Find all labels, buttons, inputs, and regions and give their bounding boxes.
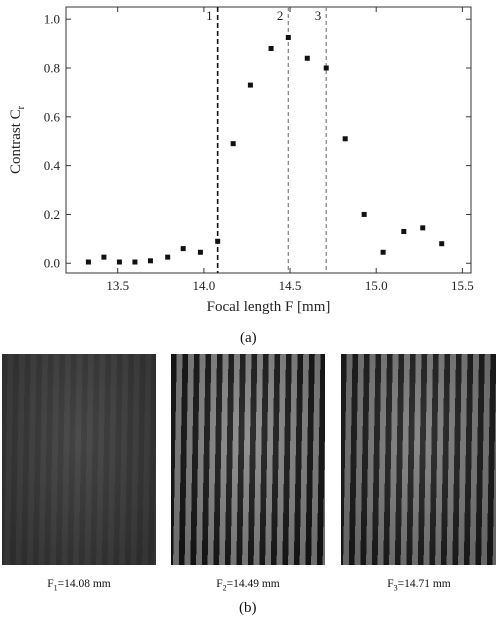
contrast-chart: 13.5 14.0 14.5 15.0 15.5 0.0 0.2 0.4 0.6 0.8 1.0 1… [8, 6, 474, 315]
y-tick-label: 0.8 [44, 61, 60, 76]
data-point [323, 65, 329, 71]
data-point [180, 246, 186, 252]
chart-axes: 13.5 14.0 14.5 15.0 15.5 0.0 0.2 0.4 0.6 0.8 1.0 [44, 6, 474, 293]
photo-caption-3: F3=14.71 mm [387, 578, 451, 593]
x-tick-label: 14.5 [279, 278, 302, 293]
x-tick-label: 13.5 [106, 278, 129, 293]
y-tick-label: 0.6 [44, 109, 61, 124]
x-tick-label: 15.0 [365, 278, 388, 293]
panel-a-caption: (a) [240, 330, 257, 346]
panel-b-caption: (b) [239, 600, 257, 616]
data-point [361, 211, 367, 217]
data-point [342, 136, 348, 142]
data-point [304, 55, 310, 61]
data-point [165, 254, 171, 260]
y-axis-label: Contrast Cr [8, 105, 27, 174]
fringe-photo-3 [341, 354, 496, 565]
data-points [85, 35, 445, 265]
data-point [380, 249, 386, 255]
data-point [116, 259, 122, 265]
fringe-photo-2 [171, 354, 325, 565]
focus-line-label-2: 2 [277, 8, 284, 23]
data-point [215, 238, 221, 244]
data-point [420, 225, 426, 231]
data-point [197, 249, 203, 255]
data-point [285, 35, 291, 41]
x-tick-label: 14.0 [192, 278, 215, 293]
focus-line-label-3: 3 [315, 8, 322, 23]
data-point [147, 258, 153, 264]
plot-frame [65, 6, 472, 274]
focus-line-label-1: 1 [206, 8, 213, 23]
y-tick-label: 0.0 [44, 256, 60, 271]
y-tick-label: 1.0 [44, 12, 60, 27]
data-point [101, 254, 107, 260]
data-point [85, 259, 91, 265]
x-axis-label: Focal length F [mm] [207, 299, 331, 315]
data-point [401, 229, 407, 235]
data-point [439, 241, 445, 247]
photo-caption-1: F1=14.08 mm [47, 578, 111, 593]
data-point [268, 45, 274, 51]
focus-marker-lines: 1 2 3 [206, 7, 327, 273]
fringe-photo-1 [2, 354, 156, 565]
y-tick-label: 0.2 [44, 207, 60, 222]
photo-caption-2: F2=14.49 mm [216, 578, 280, 593]
data-point [230, 141, 236, 147]
data-point [247, 82, 253, 88]
y-tick-label: 0.4 [44, 158, 61, 173]
data-point [132, 259, 138, 265]
x-tick-label: 15.5 [451, 278, 474, 293]
